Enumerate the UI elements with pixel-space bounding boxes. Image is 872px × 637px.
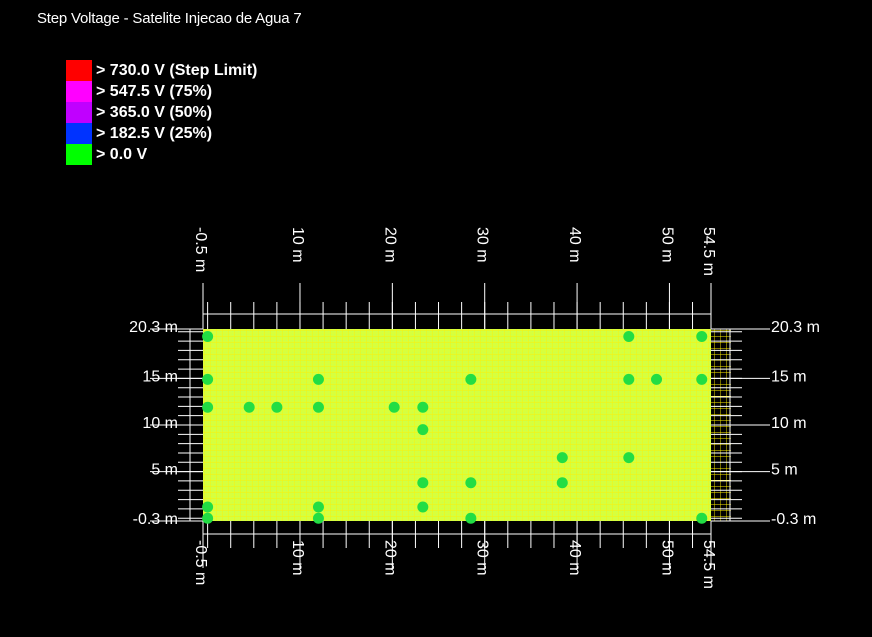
ground-rod	[312, 401, 324, 413]
ground-rod	[696, 512, 708, 524]
y-tick-label-right: 15 m	[771, 368, 807, 385]
ground-rod	[312, 512, 324, 524]
ground-rod	[243, 401, 255, 413]
ground-rod	[202, 373, 214, 385]
ground-rod	[623, 373, 635, 385]
x-tick-label-bottom: 20 m	[381, 540, 398, 576]
legend-swatch	[66, 81, 92, 102]
chart-title: Step Voltage - Satelite Injecao de Agua …	[37, 10, 302, 27]
x-tick-label-bottom: 30 m	[474, 540, 491, 576]
x-tick-label-top: 54.5 m	[700, 227, 717, 276]
x-tick-label-bottom: 54.5 m	[700, 540, 717, 589]
voltage-surface	[203, 329, 731, 521]
x-tick-label-bottom: 10 m	[289, 540, 306, 576]
ground-rod	[696, 330, 708, 342]
ground-rod	[202, 512, 214, 524]
ground-rod	[556, 452, 568, 464]
legend-label: > 0.0 V	[96, 145, 148, 163]
legend-swatch	[66, 102, 92, 123]
ground-rod	[623, 330, 635, 342]
x-tick-label-bottom: 40 m	[566, 540, 583, 576]
legend-swatch	[66, 60, 92, 81]
ground-rod	[417, 477, 429, 489]
ground-rod	[202, 401, 214, 413]
x-tick-label-bottom: -0.5 m	[192, 540, 209, 585]
y-tick-label-left: 20.3 m	[129, 319, 178, 336]
y-tick-label-left: 15 m	[142, 368, 178, 385]
y-tick-label-left: 10 m	[142, 415, 178, 432]
legend: > 730.0 V (Step Limit) > 547.5 V (75%) > 3…	[66, 60, 257, 165]
ground-rod	[556, 477, 568, 489]
ground-rod	[312, 501, 324, 513]
grid-mesh	[203, 329, 711, 521]
legend-label: > 182.5 V (25%)	[96, 124, 213, 142]
x-tick-label-top: 30 m	[474, 227, 491, 263]
ground-rod	[465, 373, 477, 385]
ground-rod	[465, 477, 477, 489]
legend-item: > 182.5 V (25%)	[66, 123, 257, 144]
legend-item: > 365.0 V (50%)	[66, 102, 257, 123]
y-tick-label-right: 5 m	[771, 462, 798, 479]
ground-rod	[388, 401, 400, 413]
legend-item: > 547.5 V (75%)	[66, 81, 257, 102]
y-tick-label-left: -0.3 m	[133, 511, 178, 528]
electrodes	[202, 330, 708, 524]
ground-rod	[271, 401, 283, 413]
x-tick-label-top: 20 m	[381, 227, 398, 263]
legend-swatch	[66, 144, 92, 165]
ground-rod	[623, 452, 635, 464]
y-tick-label-right: 20.3 m	[771, 319, 820, 336]
ground-rod	[312, 373, 324, 385]
x-tick-label-bottom: 50 m	[658, 540, 675, 576]
x-tick-label-top: 10 m	[289, 227, 306, 263]
x-tick-label-top: -0.5 m	[192, 227, 209, 272]
y-tick-label-left: 5 m	[151, 462, 178, 479]
x-tick-label-top: 50 m	[658, 227, 675, 263]
y-tick-label-right: 10 m	[771, 415, 807, 432]
ground-rod	[417, 501, 429, 513]
y-tick-label-right: -0.3 m	[771, 511, 816, 528]
legend-item: > 730.0 V (Step Limit)	[66, 60, 257, 81]
x-tick-label-top: 40 m	[566, 227, 583, 263]
ground-rod	[651, 373, 663, 385]
ground-rod	[417, 401, 429, 413]
legend-label: > 547.5 V (75%)	[96, 82, 213, 100]
axes: -0.5 m -0.5 m 10 m 10 m 20 m 20 m 30 m 30 m 40 m…	[129, 227, 820, 589]
legend-label: > 730.0 V (Step Limit)	[96, 61, 258, 79]
ground-rod	[202, 330, 214, 342]
ground-rod	[417, 424, 429, 436]
legend-label: > 365.0 V (50%)	[96, 103, 213, 121]
legend-item: > 0.0 V	[66, 144, 257, 165]
legend-swatch	[66, 123, 92, 144]
ground-rod	[696, 373, 708, 385]
ground-rod	[202, 501, 214, 513]
ground-rod	[465, 512, 477, 524]
